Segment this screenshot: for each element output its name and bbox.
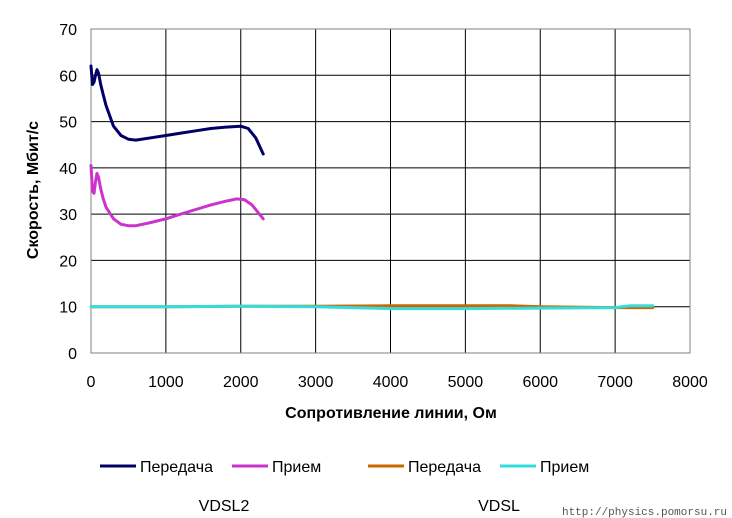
legend-label-1: Прием (272, 459, 321, 476)
series-layer (89, 64, 655, 311)
x-tick-label-3: 3000 (298, 374, 334, 391)
y-tick-label-3: 30 (59, 207, 77, 224)
y-tick-label-1: 10 (59, 300, 77, 317)
series-line-vdsl2-0 (89, 64, 265, 156)
x-tick-label-6: 6000 (522, 374, 558, 391)
x-tick-label-1: 1000 (148, 374, 184, 391)
y-tick-label-2: 20 (59, 253, 77, 270)
watermark-url: http://physics.pomorsu.ru (562, 507, 727, 518)
x-tick-label-0: 0 (87, 374, 96, 391)
legend: Передача Прием Передача Прием (100, 459, 589, 476)
x-tick-label-2: 2000 (223, 374, 259, 391)
legend-group-label-vdsl2: VDSL2 (199, 498, 250, 515)
x-axis-ticks: 0 1000 2000 3000 4000 5000 6000 7000 8000 (87, 374, 708, 391)
x-tick-label-8: 8000 (672, 374, 708, 391)
y-axis-ticks: 0 10 20 30 40 50 60 70 (59, 22, 77, 363)
y-axis-title: Скорость, Мбит/с (25, 121, 42, 259)
y-tick-label-4: 40 (59, 161, 77, 178)
legend-label-2: Передача (408, 459, 481, 476)
x-tick-label-5: 5000 (448, 374, 484, 391)
y-tick-label-7: 70 (59, 22, 77, 39)
x-tick-label-7: 7000 (597, 374, 633, 391)
series-line-vdsl-3 (89, 304, 655, 311)
y-tick-label-0: 0 (68, 346, 77, 363)
legend-group-label-vdsl: VDSL (478, 498, 520, 515)
legend-label-0: Передача (140, 459, 213, 476)
y-tick-label-6: 60 (59, 68, 77, 85)
legend-label-3: Прием (540, 459, 589, 476)
x-tick-label-4: 4000 (373, 374, 409, 391)
y-tick-label-5: 50 (59, 115, 77, 132)
x-axis-title: Сопротивление линии, Ом (285, 405, 497, 422)
series-line-vdsl2-1 (89, 164, 265, 228)
